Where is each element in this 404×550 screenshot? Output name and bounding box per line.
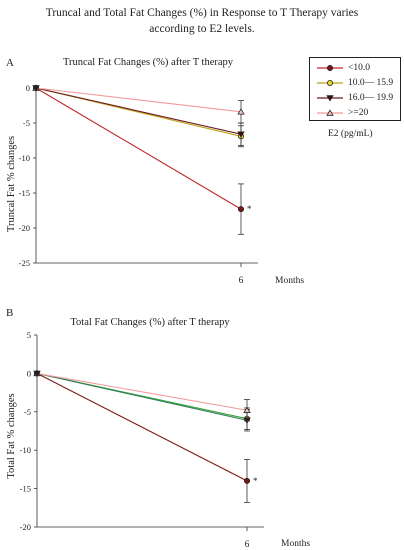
y-tick-label: 0 (27, 368, 31, 378)
series-0: * (33, 85, 252, 235)
data-point (243, 477, 250, 484)
legend-marker (326, 95, 334, 102)
origin-point (34, 371, 40, 376)
series-line (35, 87, 242, 210)
data-point (237, 108, 245, 115)
significance-marker: * (247, 204, 252, 214)
panel-a-letter: A (6, 57, 14, 69)
panel-a-plot: 0 -5 -10 -15 -20 -25 6 * (19, 83, 258, 286)
legend-marker (326, 80, 333, 86)
y-tick-label: 5 (27, 330, 31, 340)
figure-title: Truncal and Total Fat Changes (%) in Res… (45, 7, 359, 35)
data-point (243, 406, 251, 413)
panel-a-ylabel: Truncal Fat % changes (6, 136, 17, 232)
x-tick-label: 6 (245, 540, 250, 550)
panel-b-xlabel: Months (281, 539, 310, 549)
panel-b-title: Total Fat Changes (%) after T therapy (70, 317, 230, 328)
data-point (237, 206, 244, 213)
legend-swatch-1 (317, 80, 343, 86)
y-tick-label: -5 (23, 118, 30, 128)
legend-swatch-2 (317, 95, 343, 102)
legend-caption: E2 (pg/mL) (328, 129, 373, 139)
panel-a-title: Truncal Fat Changes (%) after T therapy (63, 57, 234, 68)
series-line (35, 87, 242, 113)
plot-layer: 0 -5 -10 -15 -20 -25 6 * 5 0 -5 -10 -15 -20 6 * (19, 83, 264, 550)
panel-b-plot: 5 0 -5 -10 -15 -20 6 * (20, 330, 264, 550)
panel-a-xlabel: Months (275, 276, 304, 286)
legend-marker (326, 65, 333, 71)
x-tick-label: 6 (239, 276, 244, 286)
series-line (36, 372, 248, 421)
panel-b-ylabel: Total Fat % changes (6, 393, 17, 478)
y-tick-label: 0 (26, 83, 30, 93)
legend-label: 10.0— 15.9 (348, 78, 394, 88)
y-tick-label: -5 (24, 407, 31, 417)
series-line (35, 87, 242, 135)
data-point (237, 131, 245, 138)
y-tick-label: -10 (19, 153, 30, 163)
y-tick-label: -10 (20, 445, 31, 455)
legend-marker (326, 109, 334, 116)
origin-point (33, 85, 39, 91)
legend: <10.0 10.0— 15.9 16.0— 19.9 >=20 (309, 57, 401, 121)
significance-marker: * (253, 476, 258, 486)
legend-swatch-0 (317, 65, 343, 71)
series-line (36, 372, 248, 482)
series-0: * (34, 370, 258, 503)
legend-swatch-3 (317, 109, 343, 116)
series-2 (33, 370, 251, 432)
y-tick-label: -15 (20, 484, 31, 494)
panel-b-letter: B (6, 307, 13, 319)
series-line (36, 372, 248, 411)
legend-label: 16.0— 19.9 (348, 93, 394, 103)
series-2 (32, 85, 245, 146)
y-tick-label: -15 (19, 188, 30, 198)
y-tick-label: -20 (19, 223, 30, 233)
legend-label: >=20 (348, 108, 369, 118)
series-3 (32, 84, 245, 124)
y-tick-label: -25 (19, 258, 30, 268)
y-tick-label: -20 (20, 522, 31, 532)
legend-label: <10.0 (348, 63, 370, 73)
